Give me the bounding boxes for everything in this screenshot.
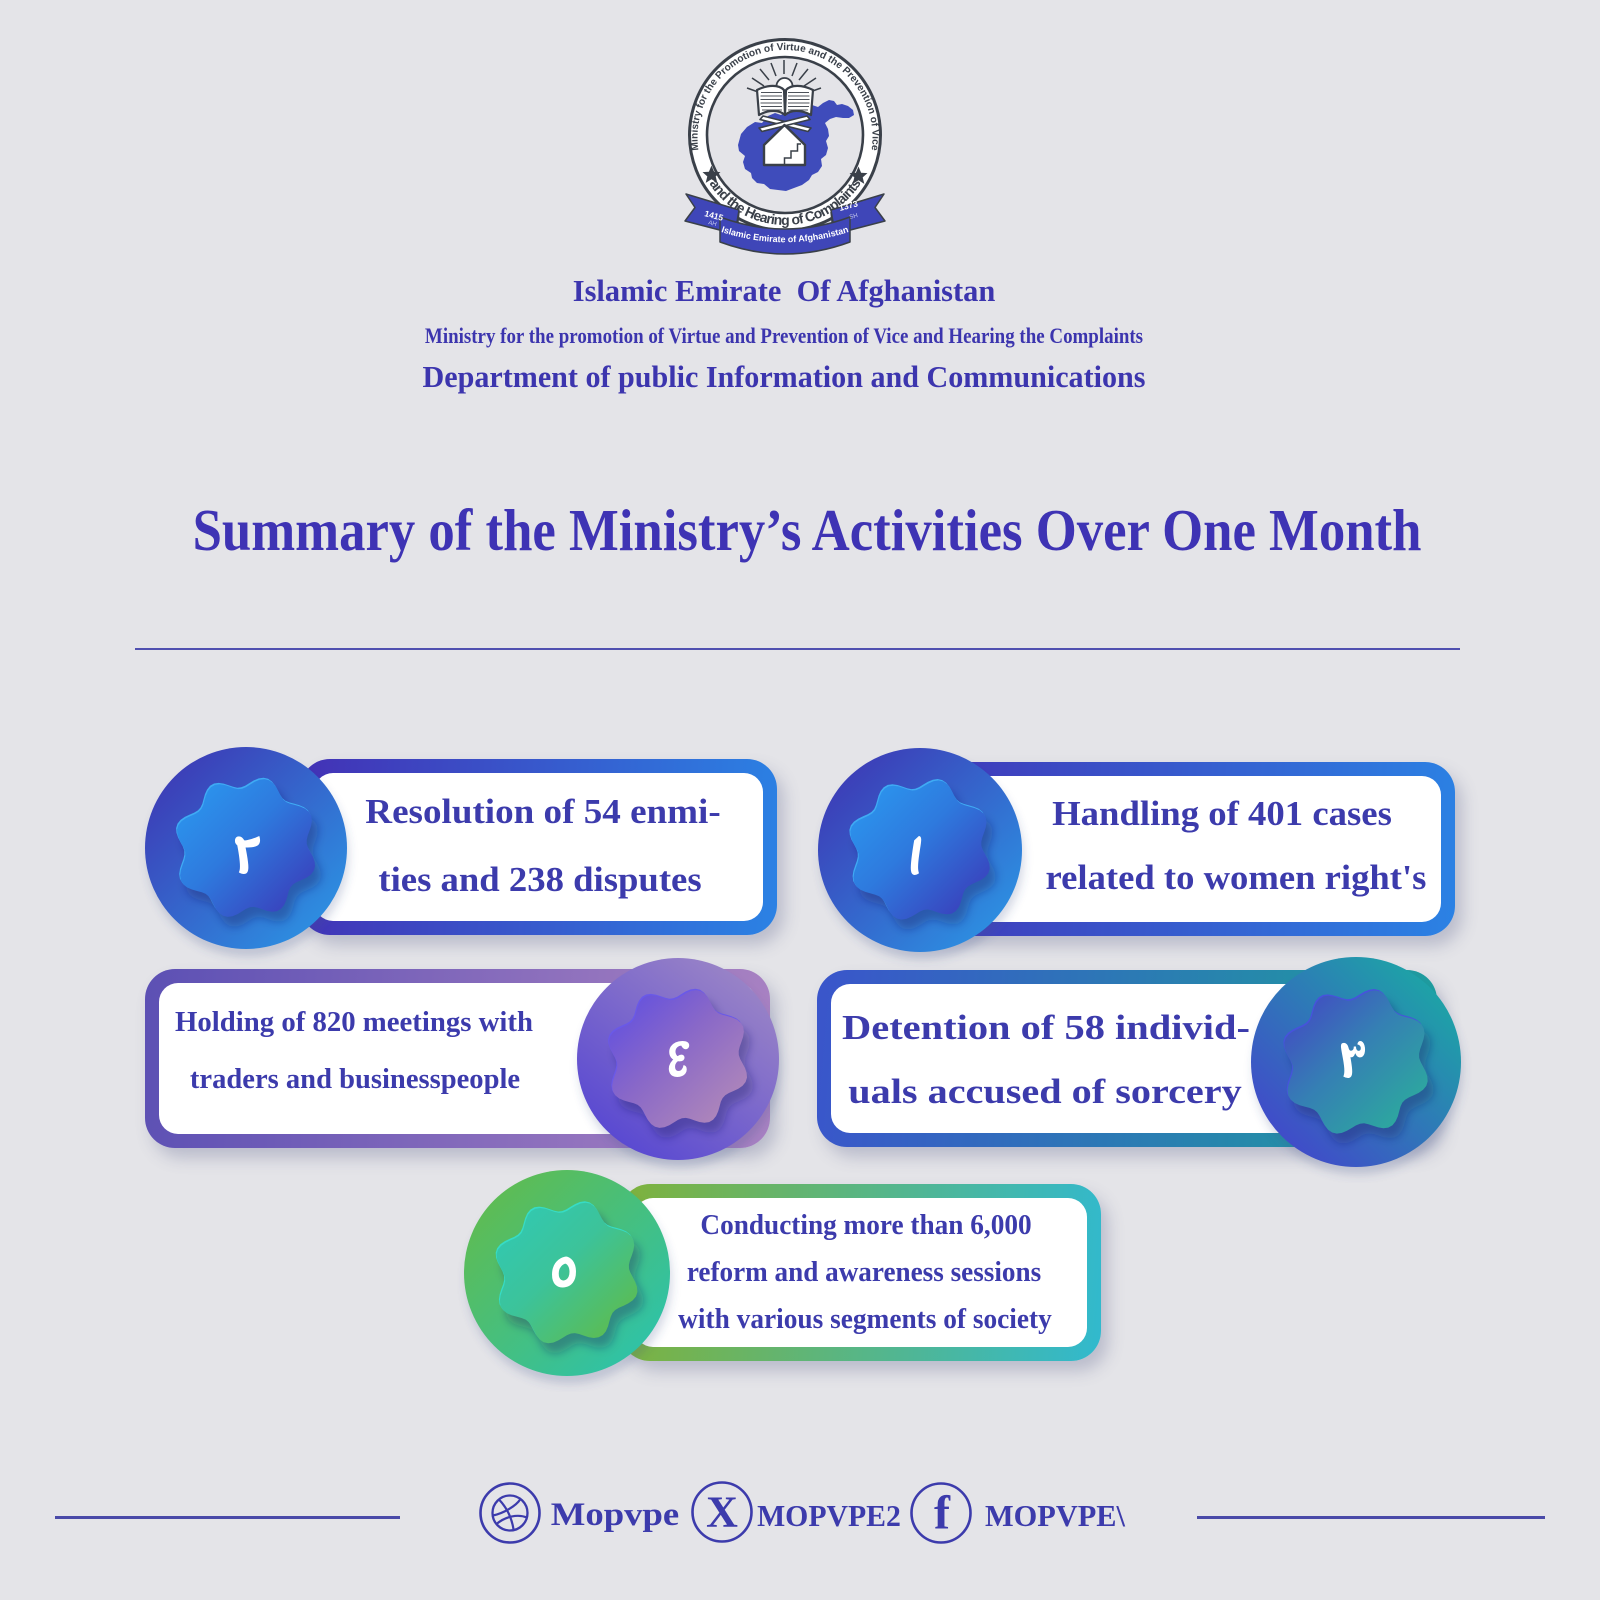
svg-text:X: X (706, 1488, 738, 1537)
svg-text:1373: 1373 (838, 198, 859, 213)
svg-text:f: f (934, 1487, 951, 1540)
svg-text:SH: SH (849, 213, 859, 221)
svg-text:1415: 1415 (703, 208, 724, 223)
svg-text:AH: AH (707, 220, 717, 228)
